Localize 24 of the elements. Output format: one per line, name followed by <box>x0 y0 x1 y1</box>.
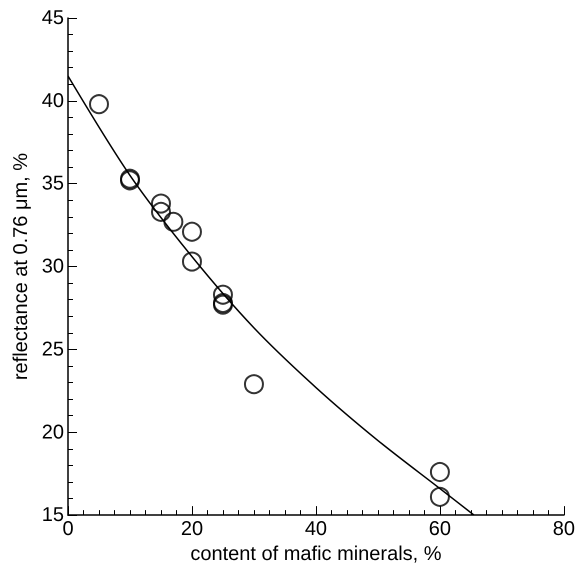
point <box>430 462 450 482</box>
x-tick-label: 20 <box>180 518 204 540</box>
y-tick-label: 35 <box>42 172 64 195</box>
point <box>430 486 450 507</box>
y-tick-label: 25 <box>42 338 64 360</box>
point <box>182 222 202 242</box>
point <box>89 94 109 114</box>
x-tick-label: 0 <box>62 518 74 540</box>
point <box>150 202 171 222</box>
y-tick-label: 20 <box>42 421 64 444</box>
x-tick-label: 80 <box>552 518 575 540</box>
point <box>244 374 264 394</box>
y-tick-label: 15 <box>42 504 64 526</box>
point <box>163 212 184 232</box>
y-tick-label: 40 <box>42 90 64 112</box>
y-tick-label: 30 <box>42 256 64 278</box>
point <box>150 194 171 214</box>
point <box>212 284 233 305</box>
x-tick-label: 40 <box>304 518 328 540</box>
y-axis-title: reflectance at 0.76 μm, % <box>10 152 32 380</box>
point <box>182 252 202 272</box>
x-tick-label: 60 <box>428 518 452 540</box>
y-tick-label: 45 <box>42 7 64 29</box>
x-axis-title: content of mafic minerals, % <box>190 543 442 565</box>
